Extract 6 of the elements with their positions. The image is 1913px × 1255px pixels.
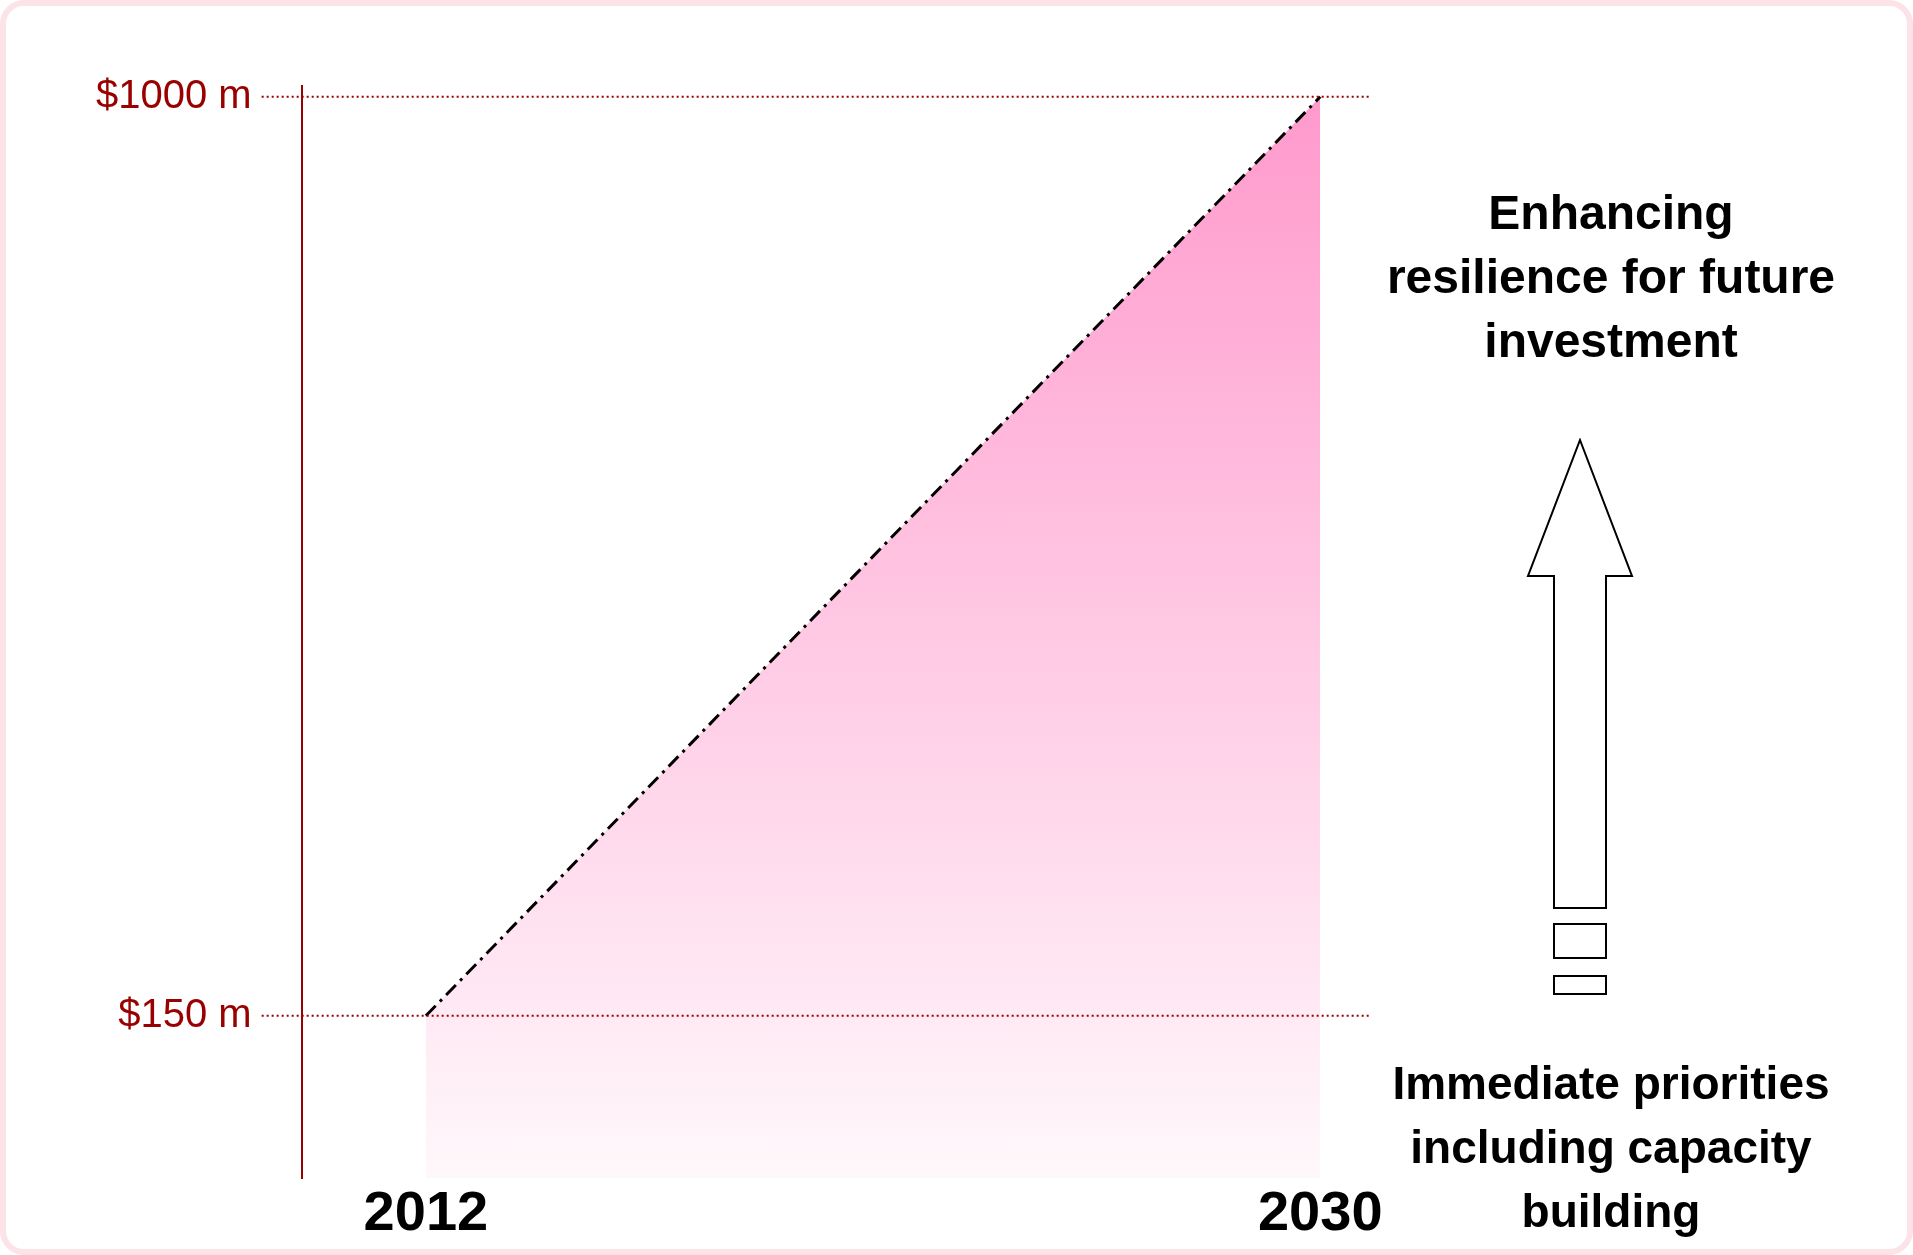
x-tick-label: 2030 <box>1257 1179 1383 1243</box>
y-tick-label: $1000 m <box>95 71 252 116</box>
x-tick-label: 2012 <box>363 1179 489 1243</box>
text: Enhancing resilience for future investment <box>1385 185 1837 369</box>
text: Immediate priorities including capacity building <box>1392 1057 1830 1237</box>
y-tick-label: $150 m <box>118 990 252 1035</box>
